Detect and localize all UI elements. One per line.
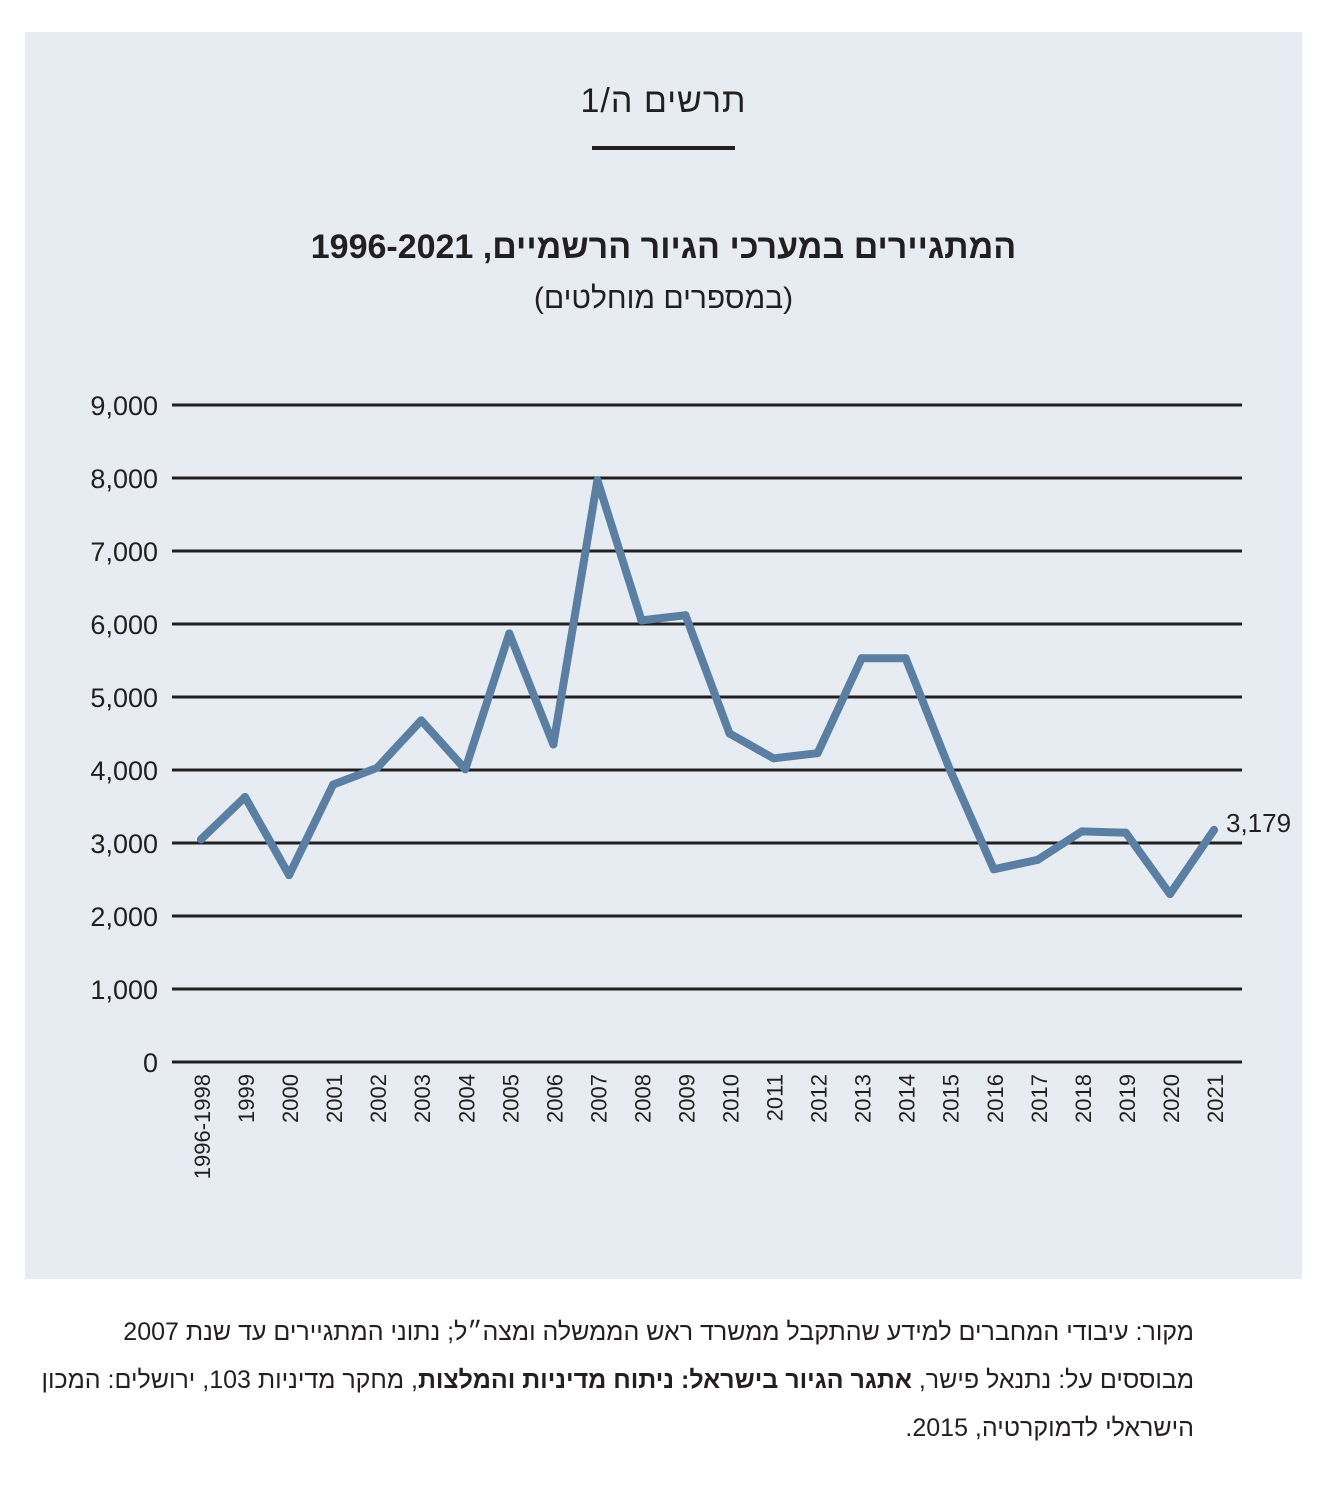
y-tick-label: 5,000 [90, 683, 158, 713]
data-point [637, 616, 646, 625]
data-point [285, 871, 294, 880]
x-tick-label: 2018 [1071, 1074, 1096, 1123]
y-tick-label: 7,000 [90, 537, 158, 567]
data-point [505, 629, 514, 638]
y-tick-label: 4,000 [90, 756, 158, 786]
x-axis-tick-labels: 1996-1998 1999 2000 2001 2002 2003 2004 2005 200… [190, 1074, 1228, 1179]
x-tick-label: 2004 [454, 1074, 479, 1123]
chart-subtitle: (במספרים מוחלטים) [533, 282, 794, 315]
x-tick-label: 2003 [410, 1074, 435, 1123]
series-line [197, 476, 1218, 899]
data-point [549, 740, 558, 749]
data-point [945, 765, 954, 774]
data-point [1033, 855, 1042, 864]
x-tick-label: 2011 [763, 1074, 788, 1121]
x-tick-label: 2019 [1115, 1074, 1140, 1123]
x-tick-label: 2013 [851, 1074, 876, 1123]
x-tick-label: 2008 [630, 1074, 655, 1123]
x-tick-label: 1996-1998 [190, 1074, 215, 1179]
y-tick-label: 6,000 [90, 610, 158, 640]
data-point [1077, 827, 1086, 836]
data-point [593, 476, 602, 485]
x-tick-label: 1999 [234, 1074, 259, 1123]
last-value-label: 3,179 [1226, 808, 1291, 838]
data-point [1121, 828, 1130, 837]
data-point [1210, 825, 1218, 834]
y-axis-tick-labels: 0 1,000 2,000 3,000 4,000 5,000 6,000 7,000 8,00… [90, 391, 158, 1078]
x-tick-label: 2005 [498, 1074, 523, 1123]
x-tick-label: 2006 [542, 1074, 567, 1123]
figure-label-underline [592, 146, 735, 150]
data-point [857, 654, 866, 663]
source-book-title: אתגר הגיור בישראל: ניתוח מדיניות והמלצות [417, 1366, 912, 1394]
y-tick-label: 3,000 [90, 829, 158, 859]
x-tick-label: 2002 [366, 1074, 391, 1123]
x-tick-label: 2015 [939, 1074, 964, 1123]
y-tick-label: 9,000 [90, 391, 158, 421]
x-tick-label: 2021 [1203, 1074, 1228, 1123]
data-point [769, 754, 778, 763]
y-tick-label: 2,000 [90, 902, 158, 932]
x-tick-label: 2001 [322, 1074, 347, 1123]
data-point [373, 763, 382, 772]
data-point [241, 793, 250, 802]
source-text-prefix: מקור: עיבודי המחברים למידע שהתקבל ממשרד … [123, 1318, 1194, 1394]
line-chart: 0 1,000 2,000 3,000 4,000 5,000 6,000 7,000 8,00… [90, 391, 1291, 1179]
y-tick-label: 0 [143, 1048, 158, 1078]
data-point [725, 729, 734, 738]
figure-panel: תרשים ה/1 המתגיירים במערכי הגיור הרשמיים… [25, 32, 1302, 1279]
x-tick-label: 2014 [895, 1074, 920, 1123]
data-point [989, 865, 998, 874]
data-point [1165, 890, 1174, 899]
x-tick-label: 2016 [983, 1074, 1008, 1123]
data-point [329, 780, 338, 789]
source-note: מקור: עיבודי המחברים למידע שהתקבל ממשרד … [26, 1308, 1194, 1452]
x-tick-label: 2017 [1027, 1074, 1052, 1123]
data-point [197, 835, 205, 844]
source-text-suffix: , מחקר מדיניות 103, ירושלים: המכון הישרא… [41, 1366, 1194, 1442]
data-point [461, 765, 470, 774]
x-tick-label: 2010 [719, 1074, 744, 1123]
data-point [417, 716, 426, 725]
gridlines [172, 403, 1242, 1064]
x-tick-label: 2009 [674, 1074, 699, 1123]
data-point [681, 611, 690, 620]
data-point [901, 654, 910, 663]
x-tick-label: 2020 [1159, 1074, 1184, 1123]
figure-label: תרשים ה/1 [580, 82, 747, 120]
chart-title: המתגיירים במערכי הגיור הרשמיים, 1996-202… [310, 228, 1017, 266]
x-tick-label: 2007 [586, 1074, 611, 1123]
data-point [813, 749, 822, 758]
x-tick-label: 2012 [807, 1074, 832, 1123]
y-tick-label: 1,000 [90, 975, 158, 1005]
y-tick-label: 8,000 [90, 464, 158, 494]
x-tick-label: 2000 [278, 1074, 303, 1123]
series [197, 476, 1218, 899]
data-points [197, 476, 1218, 899]
